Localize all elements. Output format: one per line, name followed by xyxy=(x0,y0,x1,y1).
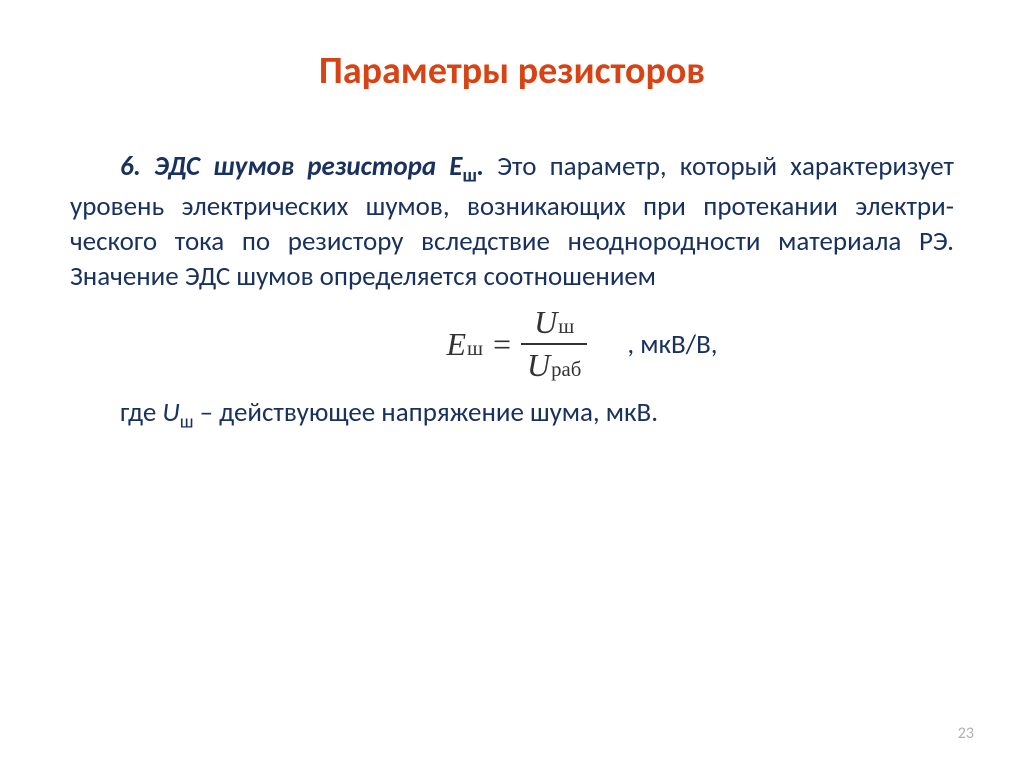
lhs-sub: ш xyxy=(467,337,483,361)
den-sub: раб xyxy=(551,358,581,382)
where-rest: – действующее напряжение шума, мкВ. xyxy=(193,396,658,429)
page-number: 23 xyxy=(958,724,974,743)
slide-title: Параметры резисторов xyxy=(70,48,954,94)
symbol-main: Е xyxy=(449,150,462,183)
where-var-main: U xyxy=(162,396,179,429)
formula-row: Eш = Uш Uраб , мкВ/В, xyxy=(70,302,954,386)
equals-sign: = xyxy=(493,326,511,363)
param-name: ЭДС шумов резистора xyxy=(154,150,449,183)
slide-container: Параметры резисторов 6. ЭДС шумов резист… xyxy=(0,0,1024,768)
fraction-numerator: Uш xyxy=(528,302,580,343)
param-symbol: Еш xyxy=(449,150,477,183)
symbol-subscript: ш xyxy=(462,164,476,187)
fraction: Uш Uраб xyxy=(521,302,587,386)
where-line: где Uш – действующее напряжение шума, мк… xyxy=(70,396,954,433)
formula-unit: , мкВ/В, xyxy=(627,328,717,361)
formula: Eш = Uш Uраб xyxy=(446,302,587,386)
param-number: 6. xyxy=(120,150,141,183)
lhs-var: E xyxy=(446,326,466,363)
main-paragraph: 6. ЭДС шумов резистора Еш. Это параметр,… xyxy=(70,149,954,294)
where-var: Uш xyxy=(162,396,193,429)
formula-lhs: Eш xyxy=(446,326,483,363)
num-sub: ш xyxy=(558,315,574,339)
where-prefix: где xyxy=(120,396,162,429)
num-var: U xyxy=(534,304,557,341)
where-var-sub: ш xyxy=(180,410,194,433)
fraction-denominator: Uраб xyxy=(521,345,587,386)
den-var: U xyxy=(527,347,550,384)
